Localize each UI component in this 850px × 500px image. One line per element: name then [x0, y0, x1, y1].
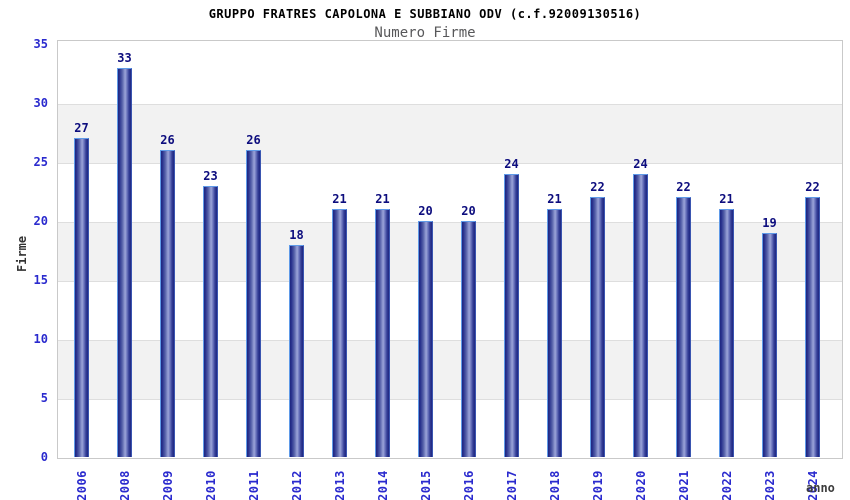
bar-2018 — [547, 209, 562, 457]
x-tick-label: 2021 — [676, 470, 691, 500]
x-tick-label: 2019 — [590, 470, 605, 500]
y-tick-label: 0 — [40, 450, 48, 464]
y-tick-label: 30 — [33, 96, 48, 110]
x-tick-label: 2018 — [547, 470, 562, 500]
y-tick-label: 10 — [33, 332, 48, 346]
y-tick-label: 25 — [33, 155, 48, 169]
bar-value-label: 18 — [289, 228, 304, 242]
x-tick-label: 2016 — [461, 470, 476, 500]
bar-value-label: 19 — [762, 216, 777, 230]
x-tick-label: 2006 — [74, 470, 89, 500]
chart-subtitle: Numero Firme — [374, 25, 476, 41]
bar-2015 — [418, 221, 433, 457]
gridline — [58, 222, 842, 223]
gridline — [58, 399, 842, 400]
gridline — [58, 163, 842, 164]
x-tick-label: 2020 — [633, 470, 648, 500]
x-axis-title: anno — [806, 481, 835, 495]
bar-value-label: 27 — [74, 121, 89, 135]
bar-2012 — [289, 245, 304, 457]
gridline — [58, 281, 842, 282]
bar-value-label: 26 — [160, 133, 175, 147]
plot-band — [58, 222, 842, 281]
x-tick-label: 2008 — [117, 470, 132, 500]
bar-2023 — [762, 233, 777, 457]
bar-value-label: 23 — [203, 169, 218, 183]
y-axis-title: Firme — [15, 235, 29, 272]
x-tick-label: 2012 — [289, 470, 304, 500]
bar-2010 — [203, 186, 218, 457]
bar-2014 — [375, 209, 390, 457]
bar-2019 — [590, 197, 605, 457]
y-tick-label: 15 — [33, 273, 48, 287]
x-tick-label: 2014 — [375, 470, 390, 500]
bar-2024 — [805, 197, 820, 457]
y-tick-label: 5 — [40, 391, 48, 405]
bar-value-label: 22 — [590, 180, 605, 194]
bar-value-label: 24 — [633, 157, 648, 171]
bar-2020 — [633, 174, 648, 457]
x-tick-label: 2010 — [203, 470, 218, 500]
plot-area — [57, 40, 843, 459]
bar-value-label: 20 — [461, 204, 476, 218]
bar-value-label: 21 — [547, 192, 562, 206]
x-tick-label: 2013 — [332, 470, 347, 500]
bar-value-label: 22 — [805, 180, 820, 194]
bar-value-label: 20 — [418, 204, 433, 218]
bar-2008 — [117, 68, 132, 457]
bar-value-label: 21 — [719, 192, 734, 206]
bar-2009 — [160, 150, 175, 457]
gridline — [58, 340, 842, 341]
bar-2022 — [719, 209, 734, 457]
bar-value-label: 24 — [504, 157, 519, 171]
bar-value-label: 33 — [117, 51, 132, 65]
bar-2016 — [461, 221, 476, 457]
x-tick-label: 2009 — [160, 470, 175, 500]
bar-2013 — [332, 209, 347, 457]
bar-2011 — [246, 150, 261, 457]
plot-band — [58, 104, 842, 163]
bar-2006 — [74, 138, 89, 457]
x-tick-label: 2015 — [418, 470, 433, 500]
x-tick-label: 2011 — [246, 470, 261, 500]
y-tick-label: 35 — [33, 37, 48, 51]
bar-value-label: 21 — [375, 192, 390, 206]
plot-band — [58, 340, 842, 399]
bar-2021 — [676, 197, 691, 457]
bar-value-label: 21 — [332, 192, 347, 206]
bar-2017 — [504, 174, 519, 457]
y-tick-label: 20 — [33, 214, 48, 228]
bar-value-label: 26 — [246, 133, 261, 147]
gridline — [58, 104, 842, 105]
chart-title: GRUPPO FRATRES CAPOLONA E SUBBIANO ODV (… — [208, 7, 642, 21]
x-tick-label: 2023 — [762, 470, 777, 500]
x-tick-label: 2017 — [504, 470, 519, 500]
bar-value-label: 22 — [676, 180, 691, 194]
x-tick-label: 2022 — [719, 470, 734, 500]
